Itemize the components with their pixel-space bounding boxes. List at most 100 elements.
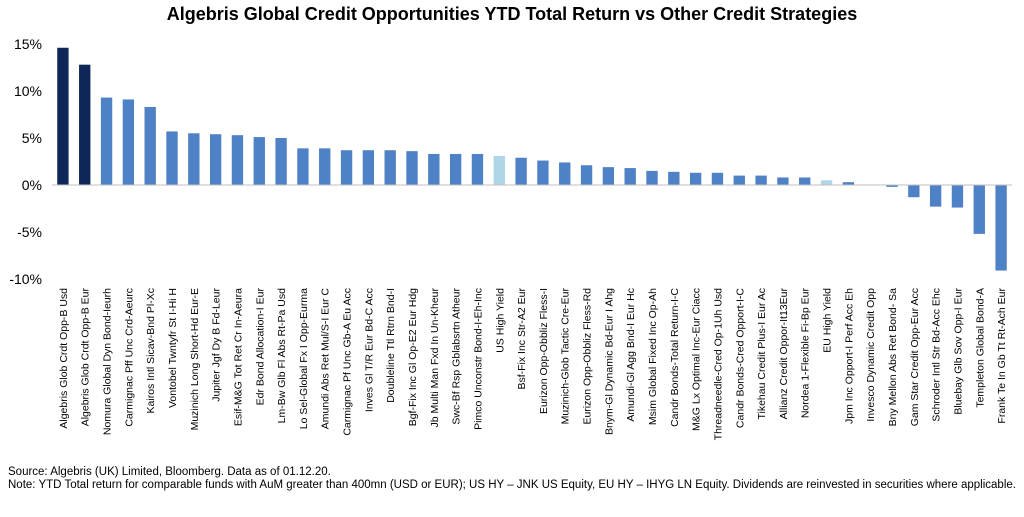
category-label: Vontobel Twntyfr St I-Hi H — [167, 288, 179, 408]
y-tick-label: 5% — [22, 130, 42, 146]
chart-title: Algebris Global Credit Opportunities YTD… — [166, 4, 858, 24]
bar-16 — [384, 150, 396, 185]
category-label: Edr Bond Allocation-I Eur — [254, 288, 266, 406]
bar-33 — [755, 175, 767, 185]
bar-10 — [253, 137, 265, 185]
bar-12 — [297, 148, 309, 185]
y-tick-label: 15% — [14, 36, 42, 52]
bar-5 — [144, 106, 156, 185]
category-label: Threadneedle-Cred Op-1Uh Usd — [712, 288, 724, 440]
category-label: Lo Sel-Global Fx I Opp-Eurma — [298, 288, 310, 429]
bar-28 — [646, 170, 658, 185]
category-label: Amundi Abs Ret Mul/S-I Eur C — [320, 288, 332, 430]
category-label: Jupiter Jgf Dy B Fd-Leur — [211, 288, 223, 402]
category-label: Bsf-Fix Inc Str-A2 Eur — [516, 288, 528, 390]
bar-26 — [602, 167, 615, 185]
bar-7 — [188, 133, 200, 185]
bar-44 — [995, 185, 1007, 271]
y-tick-labels: -10% -5% 0% 5% 10% 15% — [9, 36, 42, 287]
category-label: Nordea 1-Flexible Fi-Bp Eur — [800, 288, 812, 419]
bar-41 — [929, 185, 942, 207]
bar-27 — [624, 168, 636, 185]
source-note: Source: Algebris (UK) Limited, Bloomberg… — [8, 466, 331, 478]
bar-4 — [122, 99, 135, 185]
category-label: Frank Te In Gb Tt Rt-Ach Eur — [996, 287, 1008, 423]
category-label: Doubleline Ttl Rtrn Bnd-I — [385, 288, 397, 403]
category-label: Bnym-Gl Dynamic Bd-Eur I Ahg — [603, 288, 615, 435]
bar-43 — [973, 185, 985, 234]
category-label: Carmignac Pff Unc Crd-Aeurc — [123, 288, 135, 427]
bar-chart: -10% -5% 0% 5% 10% 15% Algebris Glob Crdt Opp… — [9, 36, 1012, 440]
bar-32 — [733, 175, 745, 185]
bar-24 — [559, 162, 571, 185]
bar-23 — [537, 160, 549, 185]
bar-2 — [79, 64, 91, 185]
category-label: Jpm Inc Opport-I Perf Acc Eh — [843, 288, 855, 424]
bar-3 — [100, 97, 113, 185]
category-label: US High Yield — [494, 288, 506, 353]
category-label: Muzinich-Glob Tactic Cre-Eur — [560, 288, 572, 425]
bar-17 — [406, 151, 418, 185]
category-label: Allianz Credit Oppor-It13Eur — [778, 288, 790, 420]
bar-13 — [319, 148, 331, 185]
bar-36 — [820, 180, 833, 185]
category-label: Candr Bonds-Cred Opport-I-C — [734, 288, 746, 428]
bars-layer — [57, 47, 1007, 271]
category-label: EU High Yield — [822, 288, 834, 353]
category-label: Muzinich Long Short-Hd Eur-E — [189, 288, 201, 430]
category-label: Bny Mellon Abs Ret Bond- Sa — [887, 288, 899, 426]
bar-35 — [799, 177, 811, 185]
bar-20 — [471, 153, 484, 185]
category-label: M&G Lx Optimal Inc-Eur Ciacc — [691, 288, 703, 431]
category-label: Msim Global Fixed Inc Op-Ah — [647, 288, 659, 425]
category-label: Eurizon Opp-Obbliz Fless-Rd — [582, 288, 594, 425]
category-label: Bluebay Glb Sov Opp-I Eur — [952, 288, 964, 415]
category-label: Jb Multi Man Fxd In Un-Kheur — [429, 287, 441, 427]
bar-9 — [231, 135, 244, 185]
y-tick-label: 0% — [22, 177, 42, 193]
category-label: Algebris Glob Crdt Opp-B Eur — [80, 288, 92, 427]
bar-30 — [689, 172, 702, 185]
category-label: Pimco Unconstr Bond-I-Eh-Inc — [472, 288, 484, 430]
bar-18 — [428, 153, 440, 185]
bar-8 — [209, 134, 222, 185]
category-label: Templeton Global Bond-A — [974, 288, 986, 408]
bar-15 — [362, 150, 375, 185]
category-label: Bgf-Fix Inc Gl Op-E2 Eur Hdg — [407, 288, 419, 426]
bar-40 — [908, 185, 920, 198]
category-labels: Algebris Glob Crdt Opp-B Usd Algebris Glo… — [58, 287, 1008, 440]
bar-34 — [777, 177, 789, 185]
bar-14 — [340, 150, 353, 185]
category-label: Gam Star Credit Opp-Eur Acc — [909, 288, 921, 426]
category-label: Esif-M&G Tot Ret Cr In-Aeura — [232, 288, 244, 426]
category-label: Swc-Bf Rsp Gblabsrtn Atheur — [451, 288, 463, 425]
category-label: Kairos Intl Sicav-Bnd Pl-Xc — [145, 288, 157, 413]
bar-31 — [711, 172, 724, 185]
bar-29 — [668, 171, 680, 185]
category-label: Schroder Intl Str Bd-Acc Ehc — [931, 288, 943, 422]
category-label: Inves Gl T/R Eur Bd-C Acc — [363, 288, 375, 412]
category-label: Nomura Global Dyn Bond-Ieurh — [102, 288, 114, 435]
footnotes: Source: Algebris (UK) Limited, Bloomberg… — [8, 466, 1018, 492]
category-label: Eurizon Opp-Obbliz Fless-I — [538, 288, 550, 414]
bar-42 — [951, 185, 964, 208]
category-label: Invesco Dynamic Credit Opp — [865, 288, 877, 422]
bar-21 — [493, 155, 505, 185]
methodology-note: Note: YTD Total return for comparable fu… — [8, 479, 1016, 491]
category-label: Lm-Bw Glb Fl Abs Rt-Pa Usd — [276, 288, 288, 424]
bar-39 — [886, 185, 898, 187]
y-tick-label: -10% — [9, 271, 42, 287]
bar-19 — [449, 153, 462, 185]
bar-6 — [166, 131, 178, 185]
bar-37 — [842, 182, 855, 185]
category-label: Candr Bonds-Total Return-I-C — [669, 288, 681, 427]
bar-1 — [57, 47, 69, 186]
category-label: Carmignac Pf Unc Gb-A Eu Acc — [342, 288, 354, 436]
category-label: Amundi-Gl Agg Bnd-I Eur Hc — [625, 288, 637, 422]
bar-25 — [580, 165, 593, 185]
bar-22 — [515, 157, 527, 185]
bar-11 — [275, 138, 287, 185]
y-tick-label: 10% — [14, 83, 42, 99]
category-label: Algebris Glob Crdt Opp-B Usd — [58, 288, 70, 429]
